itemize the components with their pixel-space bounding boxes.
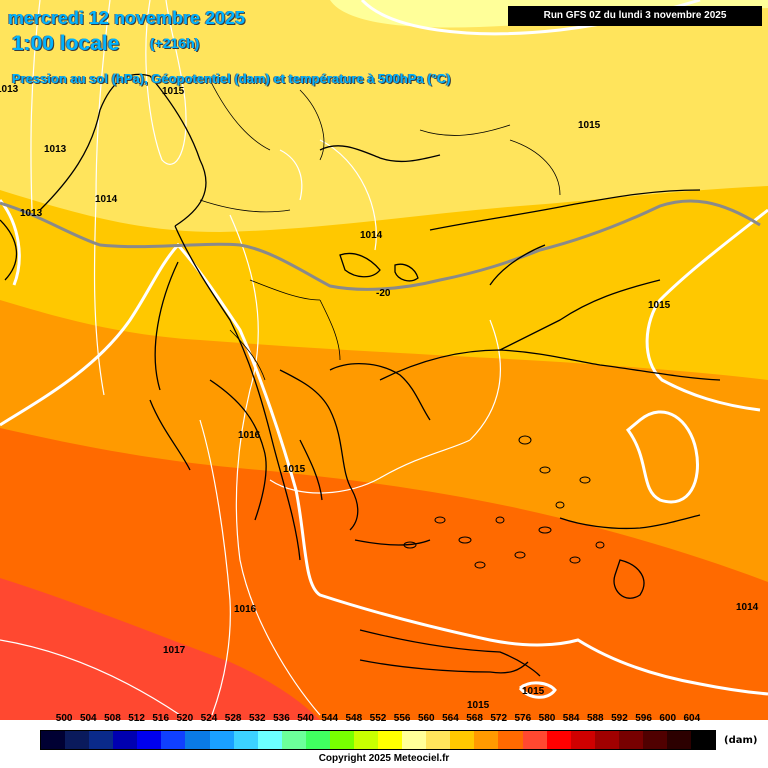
legend-swatch: [426, 731, 451, 749]
color-legend: [40, 730, 716, 750]
map-description: Pression au sol (hPa), Géopotentiel (dam…: [12, 71, 451, 86]
pressure-label: 1015: [648, 300, 671, 311]
forecast-time: 1:00 locale: [12, 32, 120, 55]
isotherm-minus20: [0, 199, 761, 291]
legend-level-label: 564: [442, 713, 459, 724]
legend-swatch: [185, 731, 210, 749]
pressure-label: 1015: [467, 700, 490, 711]
legend-swatch: [257, 731, 282, 749]
legend-swatch: [546, 731, 571, 749]
forecast-step: (+216h): [150, 35, 200, 51]
legend-labels: 500 504 508 512 516 520 524 528 532 536 540 544 548 5…: [0, 713, 768, 727]
legend-swatch: [667, 731, 692, 749]
pressure-labels: 1013 1015 1013 1014 1013 1014 1015 1015 …: [0, 84, 759, 711]
legend-swatch: [65, 731, 90, 749]
pressure-label: 1014: [360, 230, 383, 241]
copyright: Copyright 2025 Meteociel.fr: [318, 753, 450, 764]
legend-level-label: 576: [514, 713, 532, 724]
pressure-label: 1014: [95, 194, 118, 205]
legend-level-label: 524: [200, 713, 218, 724]
legend-level-label: 592: [611, 713, 628, 724]
legend-swatch: [161, 731, 186, 749]
run-info: Run GFS 0Z du lundi 3 novembre 2025: [508, 6, 762, 26]
legend-swatch: [329, 731, 355, 749]
pressure-label: 1013: [44, 144, 67, 155]
legend-level-label: 548: [345, 713, 363, 724]
legend-level-label: 508: [104, 713, 121, 724]
pressure-label: 1015: [522, 686, 545, 697]
geopotential-band-580: [0, 578, 320, 720]
pressure-label: 1015: [162, 86, 185, 97]
legend-level-label: 532: [248, 713, 266, 724]
legend-level-label: 540: [297, 713, 314, 724]
legend-level-label: 596: [635, 713, 652, 724]
legend-swatch: [113, 731, 138, 749]
legend-swatch: [402, 731, 427, 749]
legend-swatch: [354, 731, 379, 749]
legend-level-label: 544: [321, 713, 339, 724]
legend-level-label: 520: [176, 713, 194, 724]
legend-swatch: [233, 731, 258, 749]
legend-level-label: 552: [369, 713, 387, 724]
geopotential-band-576: [0, 428, 768, 720]
legend-swatch: [450, 731, 475, 749]
pressure-label: 1015: [283, 464, 306, 475]
legend-swatch: [594, 731, 619, 749]
pressure-label: 1014: [736, 602, 759, 613]
pressure-label: 1017: [163, 645, 186, 656]
legend-swatch: [618, 731, 643, 749]
legend-level-label: 604: [683, 713, 701, 724]
legend-level-label: 560: [417, 713, 435, 724]
legend-level-label: 504: [79, 713, 97, 724]
isotherm-label: -20: [376, 288, 391, 299]
legend-level-label: 572: [490, 713, 508, 724]
legend-level-label: 584: [562, 713, 580, 724]
legend-level-label: 580: [538, 713, 556, 724]
pressure-label: 1013: [20, 208, 43, 219]
legend-level-label: 516: [152, 713, 170, 724]
legend-level-label: 556: [393, 713, 411, 724]
legend-swatch: [474, 731, 499, 749]
islands: [403, 435, 605, 569]
legend-swatch: [570, 731, 595, 749]
legend-swatch: [305, 731, 330, 749]
pressure-label: 1015: [578, 120, 601, 131]
coastlines: [0, 73, 721, 677]
legend-swatch: [691, 731, 716, 749]
pressure-label: 1016: [234, 604, 257, 615]
legend-level-label: 528: [224, 713, 242, 724]
legend-level-label: 500: [55, 713, 73, 724]
legend-swatch: [41, 731, 66, 749]
legend-swatch: [281, 731, 306, 749]
legend-swatch: [137, 731, 162, 749]
legend-swatch: [89, 731, 114, 749]
legend-swatch: [522, 731, 547, 749]
borders: [199, 79, 561, 381]
pressure-label: 1016: [238, 430, 261, 441]
forecast-date: mercredi 12 novembre 2025: [8, 8, 246, 28]
legend-swatch: [209, 731, 234, 749]
legend-level-label: 568: [466, 713, 483, 724]
legend-level-label: 588: [586, 713, 604, 724]
thin-isobars: [0, 0, 501, 716]
legend-level-label: 536: [273, 713, 290, 724]
legend-swatch: [498, 731, 523, 749]
legend-swatch: [378, 731, 403, 749]
pressure-label: 1013: [0, 84, 19, 95]
legend-level-label: 600: [659, 713, 677, 724]
legend-swatch: [642, 731, 668, 749]
legend-level-label: 512: [128, 713, 145, 724]
legend-unit: (dam): [724, 735, 758, 746]
